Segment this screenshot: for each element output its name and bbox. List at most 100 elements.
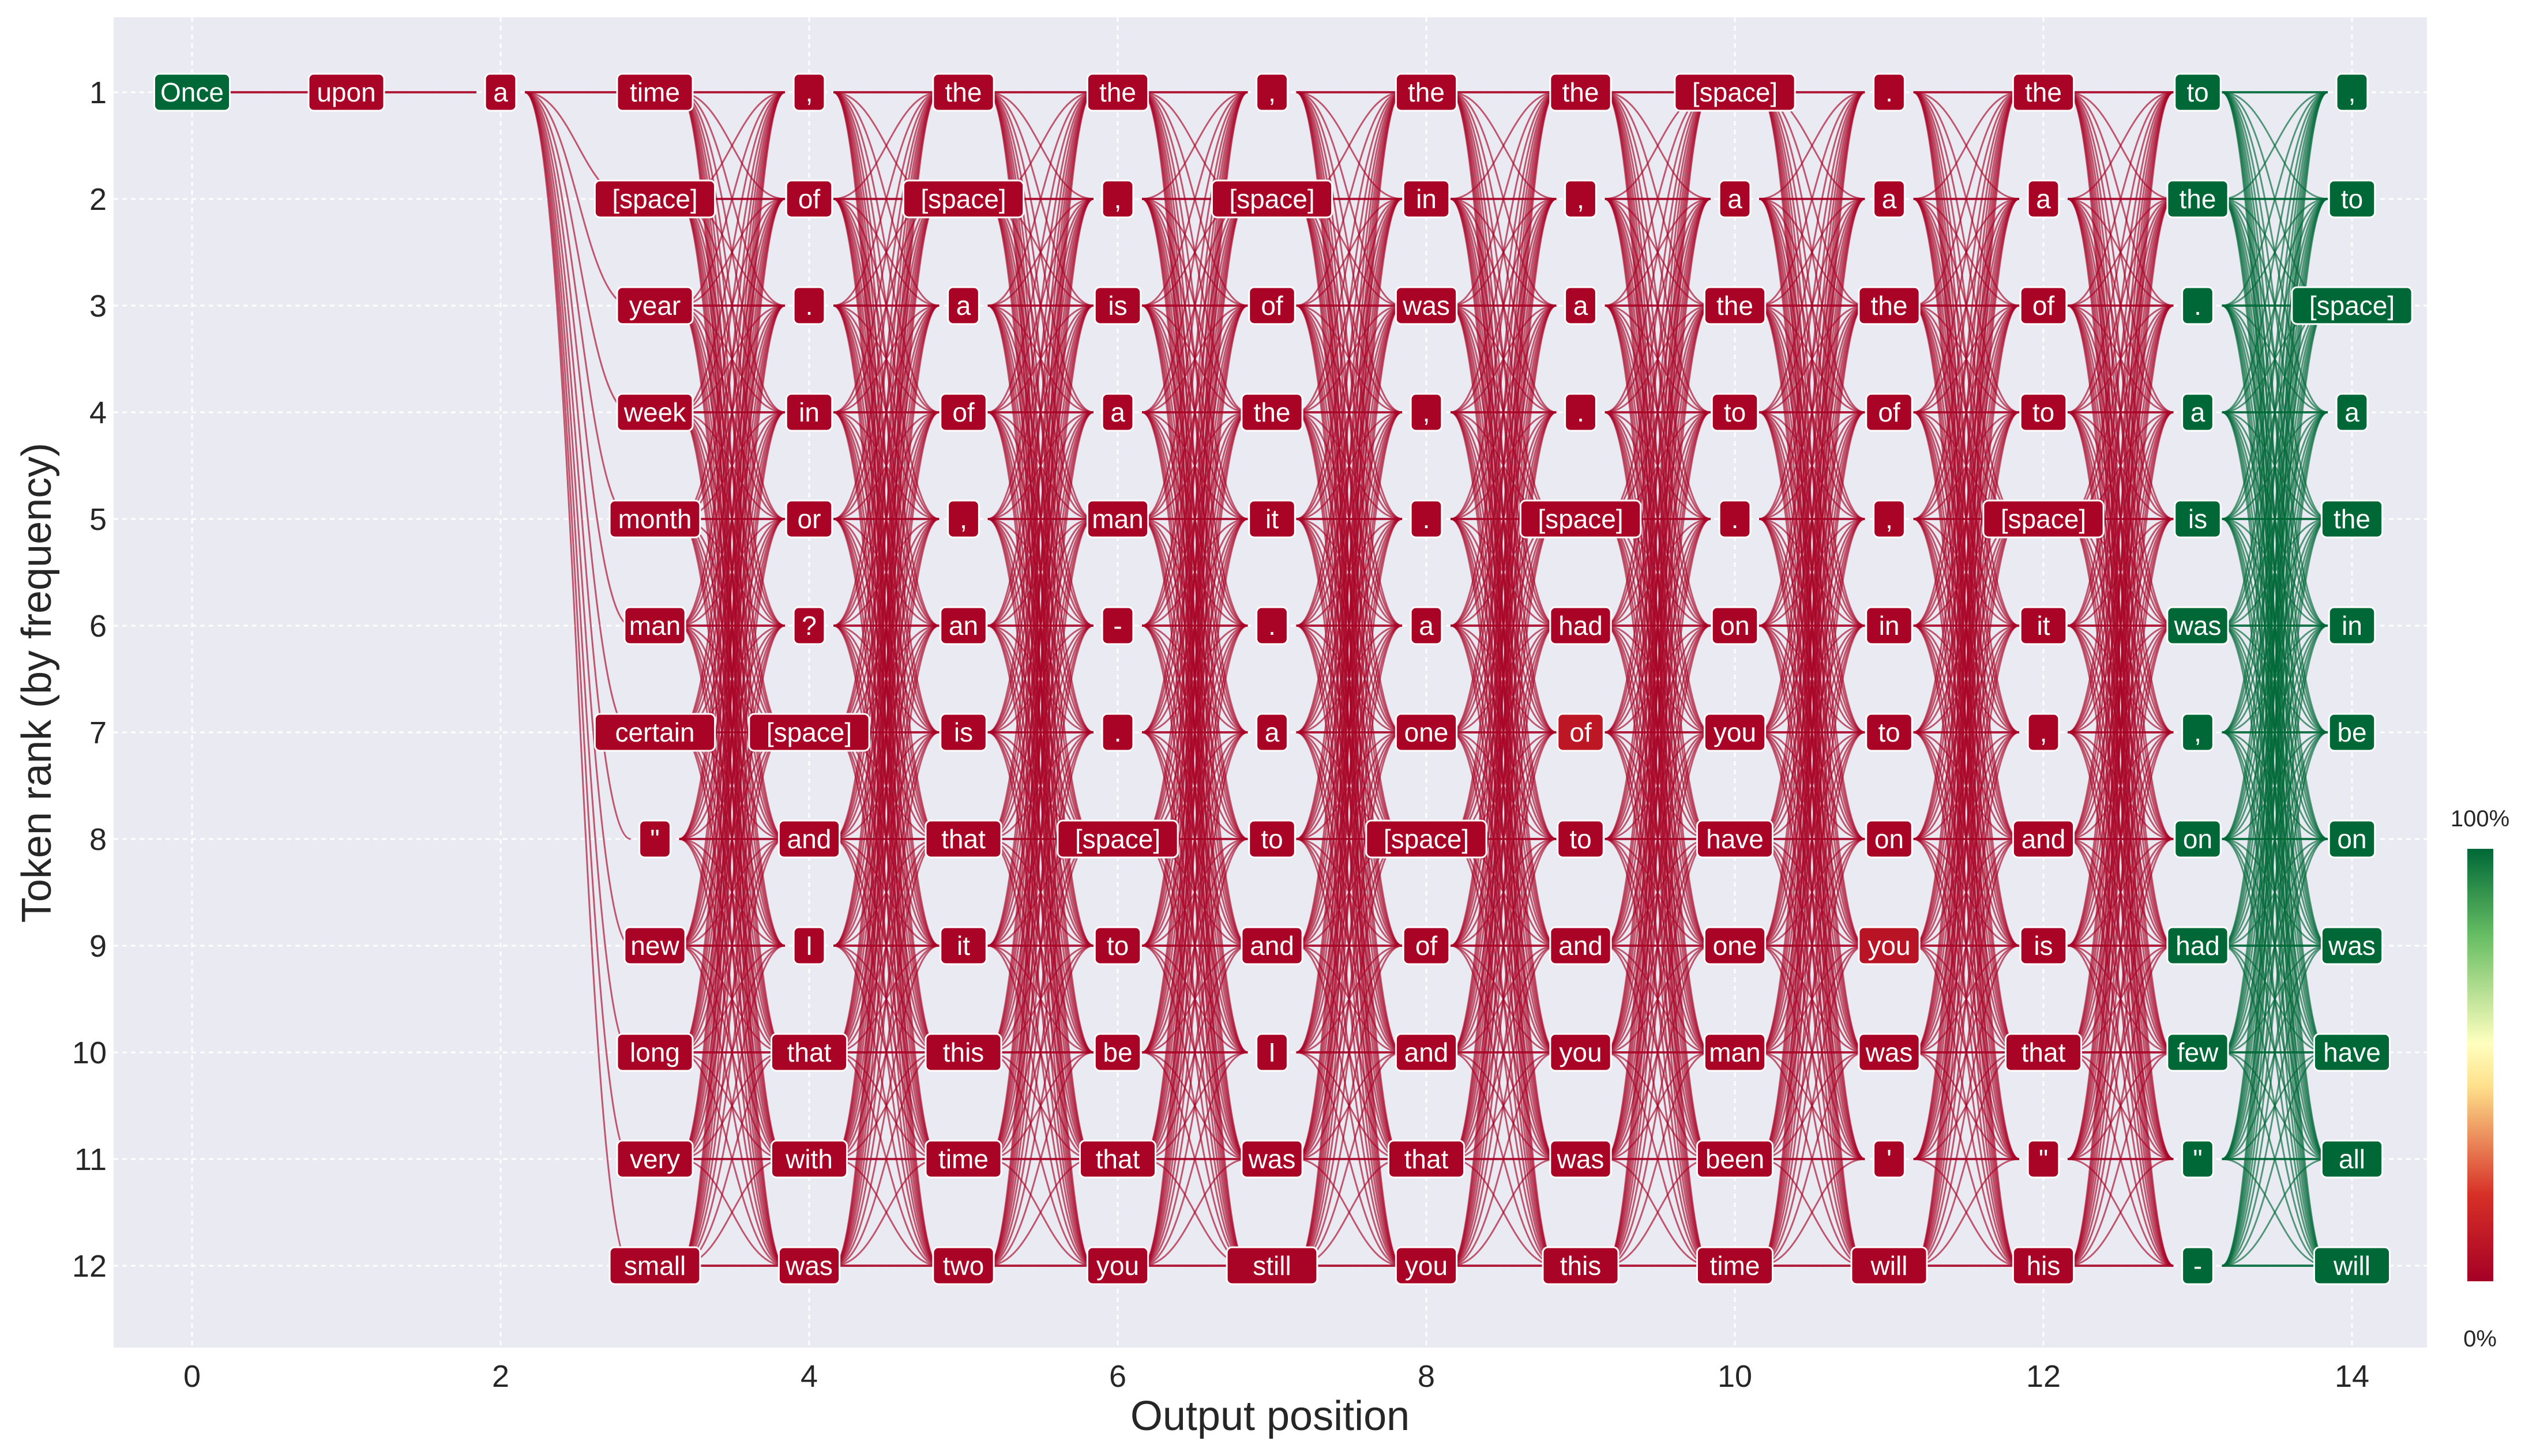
- token-box: [1865, 819, 1913, 859]
- transition-curve: [1141, 91, 1248, 200]
- token-label: ,: [1885, 504, 1893, 534]
- token-node: few: [2166, 1033, 2229, 1072]
- token-box: [792, 926, 826, 965]
- token-box: [770, 1033, 848, 1072]
- token-node: of: [785, 179, 833, 219]
- token-node: week: [616, 393, 694, 432]
- token-box: [792, 73, 826, 112]
- token-label: and: [1250, 931, 1294, 961]
- transition-curve: [1450, 624, 1557, 1267]
- token-node: that: [770, 1033, 848, 1072]
- token-label: a: [2344, 397, 2359, 427]
- token-label: with: [785, 1144, 833, 1174]
- token-box: [1696, 1246, 1774, 1285]
- token-box: [623, 926, 686, 965]
- token-box: [2313, 1033, 2391, 1072]
- token-node: .: [1873, 73, 1906, 112]
- token-box: [792, 606, 826, 645]
- transition-curve: [1296, 91, 1403, 1267]
- transition-curve: [833, 198, 940, 1267]
- transition-curve: [1141, 198, 1248, 1267]
- token-node: to: [1248, 819, 1296, 859]
- transition-curve: [1141, 518, 1248, 1267]
- token-box: [1549, 926, 1612, 965]
- token-box: [484, 73, 517, 112]
- transition-curve: [2067, 91, 2174, 200]
- token-node: and: [1241, 926, 1303, 965]
- transition-curve: [833, 91, 940, 947]
- transition-curve: [1913, 1158, 2020, 1267]
- transition-curve: [1141, 411, 1248, 1267]
- transition-curve: [2067, 838, 2174, 1267]
- transition-curve: [1605, 91, 1711, 520]
- token-box: [1711, 393, 1759, 432]
- token-box: [1094, 1033, 1142, 1072]
- token-label: ,: [2194, 717, 2201, 747]
- token-label: an: [949, 611, 978, 641]
- transition-curve: [679, 518, 786, 1267]
- transition-curve: [1141, 91, 1248, 520]
- transition-curve: [833, 304, 940, 1267]
- token-box: [1248, 499, 1296, 539]
- token-label: to: [1569, 824, 1591, 854]
- token-node: the: [932, 73, 995, 112]
- token-node: the: [1086, 73, 1149, 112]
- token-box: [2335, 73, 2369, 112]
- transition-curve: [1141, 91, 1248, 1054]
- transition-curve: [1913, 624, 2020, 1267]
- token-label: .: [1731, 504, 1739, 534]
- token-node: [space]: [1982, 499, 2105, 539]
- token-label: is: [2034, 931, 2053, 961]
- token-box: [1211, 179, 1333, 219]
- token-label: the: [2025, 77, 2062, 107]
- token-label: that: [941, 824, 986, 854]
- token-box: [2166, 926, 2229, 965]
- transition-curve: [1759, 1051, 1865, 1267]
- token-node: [space]: [1519, 499, 1642, 539]
- transition-curve: [1759, 198, 1865, 1267]
- token-box: [2019, 286, 2068, 325]
- transition-curve: [1759, 91, 1865, 947]
- token-label: .: [1423, 504, 1430, 534]
- x-tick-label: 0: [183, 1359, 201, 1394]
- token-node: a: [1410, 606, 1443, 645]
- transition-curve: [679, 624, 786, 1267]
- transition-curve: [1759, 304, 1865, 1267]
- token-node: of: [2019, 286, 2068, 325]
- token-box: [1057, 819, 1179, 859]
- transition-curve: [679, 91, 786, 733]
- token-label: on: [1720, 611, 1749, 641]
- token-box: [1241, 926, 1303, 965]
- transition-curve: [1759, 838, 1865, 1267]
- token-label: of: [952, 397, 975, 427]
- y-tick-label: 7: [89, 716, 107, 750]
- token-node: I: [792, 926, 826, 965]
- x-tick-label: 8: [1418, 1359, 1435, 1394]
- transition-curve: [1141, 91, 1248, 307]
- token-box: [1718, 499, 1752, 539]
- token-box: [1519, 499, 1642, 539]
- transition-curve: [1759, 945, 1865, 1267]
- token-box: [2335, 393, 2369, 432]
- transition-curve: [1913, 91, 2020, 1267]
- token-node: ,: [792, 73, 826, 112]
- token-box: [1226, 1246, 1318, 1285]
- transition-curve: [2222, 91, 2328, 307]
- token-box: [1410, 606, 1443, 645]
- token-label: man: [1709, 1037, 1760, 1067]
- transition-curve: [2067, 198, 2174, 1267]
- transition-curve: [1296, 518, 1403, 1267]
- token-node: I: [1256, 1033, 1288, 1072]
- x-tick-label: 10: [1718, 1359, 1752, 1394]
- token-label: was: [1865, 1037, 1913, 1067]
- token-box: [1241, 1139, 1303, 1179]
- transition-curve: [1759, 411, 1865, 1267]
- transition-curve: [1141, 838, 1248, 1267]
- token-label: and: [2021, 824, 2066, 854]
- token-node: and: [2012, 819, 2075, 859]
- token-label: week: [623, 397, 686, 427]
- token-label: ,: [806, 77, 813, 107]
- token-box: [925, 819, 1002, 859]
- token-label: to: [2032, 397, 2054, 427]
